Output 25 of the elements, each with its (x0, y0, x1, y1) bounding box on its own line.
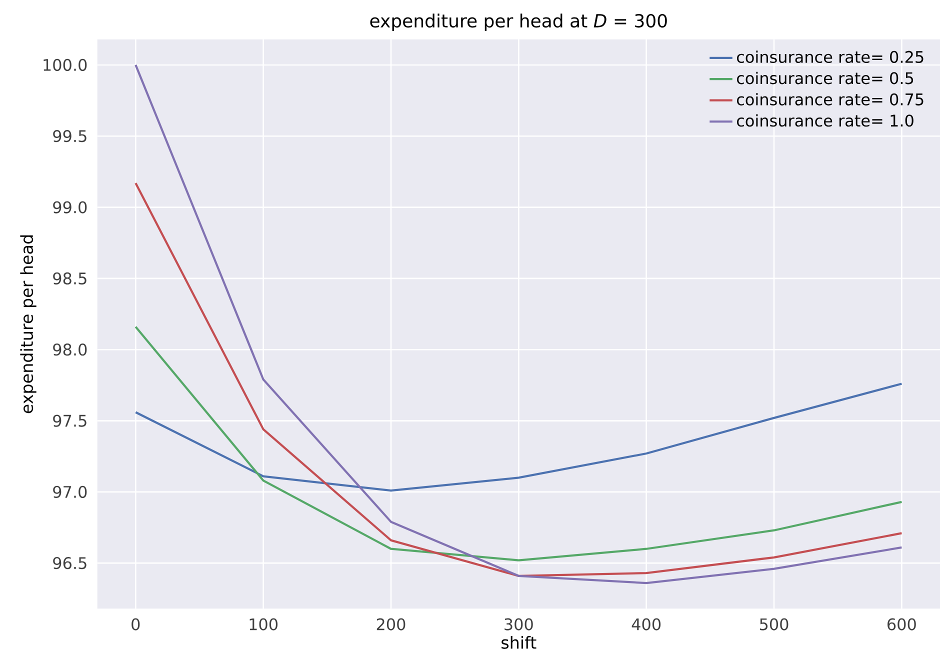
x-tick-label: 200 (376, 618, 406, 630)
y-axis-title: expenditure per head (20, 235, 36, 414)
y-tick-label: 97.5 (53, 414, 86, 427)
y-tick-label: 98.5 (53, 272, 86, 284)
line-series (134, 382, 903, 492)
legend-label: coinsurance rate= 0.75 (737, 93, 924, 106)
x-tick-label: 500 (760, 618, 788, 630)
y-tick-label: 97.0 (53, 486, 87, 498)
x-tick-label: 300 (504, 618, 533, 630)
x-tick-label: 100 (250, 618, 278, 630)
x-tick-label: 400 (632, 618, 661, 630)
x-axis-title: shift (502, 636, 536, 649)
y-tick-label: 99.5 (53, 130, 86, 142)
legend-label: coinsurance rate= 0.5 (737, 72, 914, 84)
line-series (134, 182, 903, 577)
y-tick-label: 100.0 (44, 58, 87, 71)
legend-label: coinsurance rate= 1.0 (737, 114, 914, 127)
y-tick-label: 99.0 (53, 201, 87, 214)
x-tick-label: 600 (888, 618, 916, 630)
line-series (134, 326, 903, 562)
y-tick-label: 96.5 (53, 557, 86, 570)
chart-title: expenditure per head at D = 300 (370, 14, 667, 32)
y-tick-label: 98.0 (53, 344, 87, 356)
x-tick-label: 0 (132, 618, 140, 630)
legend-label: coinsurance rate= 0.25 (737, 50, 924, 64)
